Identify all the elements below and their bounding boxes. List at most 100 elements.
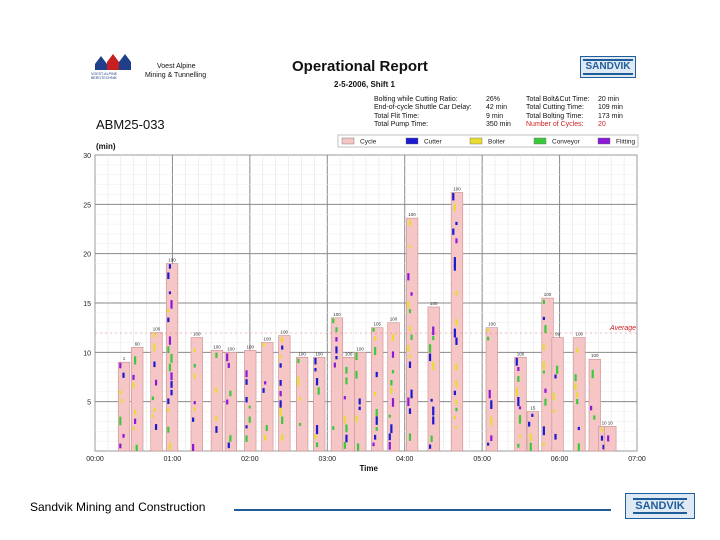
activity-segment bbox=[453, 257, 456, 266]
activity-segment bbox=[264, 434, 267, 441]
activity-segment bbox=[517, 367, 520, 372]
activity-segment bbox=[358, 406, 361, 411]
cycle-bar: 100 bbox=[514, 351, 527, 452]
activity-segment bbox=[153, 361, 156, 368]
bar-label: 100 bbox=[168, 258, 176, 263]
activity-segment bbox=[193, 373, 196, 379]
activity-segment bbox=[542, 426, 545, 436]
activity-segment bbox=[408, 361, 412, 369]
cycle-bar: 10 bbox=[604, 420, 617, 452]
activity-segment bbox=[297, 358, 300, 364]
bar-label: 100 bbox=[193, 332, 201, 337]
activity-segment bbox=[408, 219, 412, 227]
activity-segment bbox=[374, 434, 377, 440]
bar-label: 100 bbox=[544, 292, 552, 297]
activity-segment bbox=[151, 414, 154, 418]
activity-segment bbox=[372, 442, 375, 447]
bar-label: 100 bbox=[517, 351, 525, 356]
activity-segment bbox=[574, 383, 577, 391]
activity-segment bbox=[490, 400, 493, 409]
activity-segment bbox=[452, 228, 455, 235]
cycle-bar: 100 bbox=[278, 330, 291, 452]
activity-segment bbox=[245, 435, 248, 442]
activity-segment bbox=[279, 380, 282, 386]
cycle-bar: 60 bbox=[131, 341, 144, 452]
activity-segment bbox=[279, 355, 282, 359]
activity-segment bbox=[193, 363, 196, 368]
activity-segment bbox=[490, 435, 493, 441]
activity-segment bbox=[298, 422, 302, 426]
activity-segment bbox=[432, 406, 435, 416]
activity-segment bbox=[542, 361, 545, 370]
activity-segment bbox=[168, 363, 172, 372]
cycle-rect bbox=[296, 356, 309, 452]
cycle-bar: 100 bbox=[427, 301, 440, 452]
activity-segment bbox=[556, 365, 559, 374]
cycle-bar: 100 bbox=[150, 327, 163, 452]
activity-segment bbox=[262, 388, 265, 393]
activity-segment bbox=[192, 443, 195, 451]
cycle-bar: 100 bbox=[450, 186, 464, 452]
activity-segment bbox=[355, 370, 358, 379]
cycle-rect bbox=[117, 361, 131, 452]
activity-segment bbox=[281, 416, 284, 425]
stat-label: End-of-cycle Shuttle Car Delay: bbox=[374, 104, 472, 112]
activity-segment bbox=[410, 334, 413, 340]
activity-segment bbox=[542, 442, 545, 447]
activity-segment bbox=[248, 416, 251, 423]
bar-label: 100 bbox=[264, 336, 272, 341]
activity-segment bbox=[391, 370, 395, 374]
activity-segment bbox=[226, 353, 229, 362]
stat-value: 173 min bbox=[598, 112, 623, 120]
cycle-bar: 100 bbox=[296, 351, 309, 452]
activity-segment bbox=[554, 374, 557, 379]
cycle-rect bbox=[604, 426, 617, 452]
activity-segment bbox=[119, 443, 122, 449]
activity-segment bbox=[345, 424, 348, 433]
activity-segment bbox=[518, 434, 522, 439]
activity-segment bbox=[591, 369, 594, 379]
cycle-rect bbox=[485, 327, 498, 452]
cycle-rect bbox=[224, 352, 237, 452]
activity-segment bbox=[281, 434, 284, 441]
bar-label: 100 bbox=[333, 312, 341, 317]
cycle-rect bbox=[371, 327, 384, 452]
activity-segment bbox=[229, 435, 232, 442]
activity-segment bbox=[453, 415, 456, 420]
x-axis-title: Time bbox=[359, 464, 378, 473]
activity-segment bbox=[390, 379, 393, 386]
bar-label: 100 bbox=[345, 351, 353, 356]
stat-value: 20 min bbox=[598, 96, 620, 103]
activity-segment bbox=[544, 388, 547, 393]
activity-segment bbox=[265, 425, 268, 432]
activity-segment bbox=[154, 379, 158, 386]
footer-divider bbox=[234, 509, 611, 511]
activity-segment bbox=[215, 426, 218, 433]
activity-segment bbox=[281, 345, 284, 350]
activity-segment bbox=[168, 336, 172, 345]
machine-id: ABM25-033 bbox=[96, 117, 165, 132]
activity-segment bbox=[167, 408, 170, 412]
activity-segment bbox=[600, 435, 604, 441]
x-tick-label: 07:00 bbox=[628, 456, 646, 463]
company-name: Voest Alpine Mining & Tunnelling bbox=[145, 62, 206, 80]
activity-segment bbox=[407, 344, 410, 352]
activity-segment bbox=[517, 396, 520, 407]
activity-segment bbox=[408, 408, 412, 414]
activity-segment bbox=[133, 356, 137, 365]
activity-segment bbox=[345, 434, 348, 443]
activity-segment bbox=[432, 326, 435, 336]
activity-segment bbox=[245, 370, 248, 378]
activity-segment bbox=[317, 387, 320, 395]
activity-segment bbox=[279, 407, 282, 416]
activity-segment bbox=[593, 415, 596, 420]
activity-segment bbox=[229, 390, 232, 397]
cycle-rect bbox=[210, 350, 224, 452]
activity-segment bbox=[517, 443, 520, 448]
activity-segment bbox=[455, 407, 458, 412]
bar-label: 100 bbox=[453, 186, 461, 191]
cycle-bar: 100 bbox=[190, 332, 203, 452]
x-tick-label: 04:00 bbox=[396, 456, 414, 463]
activity-segment bbox=[122, 433, 125, 438]
